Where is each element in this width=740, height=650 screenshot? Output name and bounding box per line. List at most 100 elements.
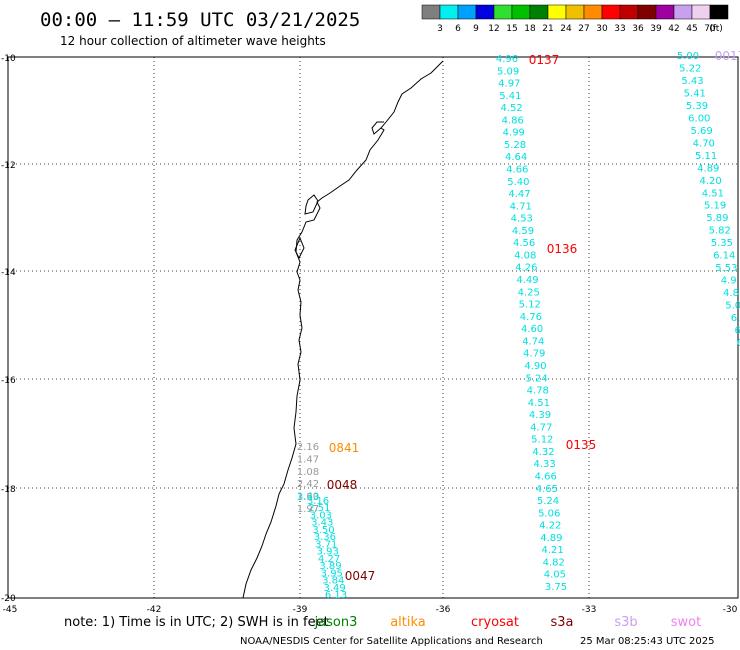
legend-label: 27	[578, 24, 589, 34]
wave-height-value: 3.84	[322, 576, 344, 587]
wave-height-value: 4.08	[514, 251, 536, 262]
legend-label: 33	[614, 24, 625, 34]
legend-swatch	[529, 4, 549, 20]
legend-swatch	[655, 4, 675, 20]
wave-height-value: 3.43	[311, 518, 333, 529]
legend-label: 36	[632, 24, 644, 34]
legend-label: 9	[473, 24, 479, 34]
legend-swatch	[673, 4, 693, 20]
legend-swatch	[511, 4, 531, 20]
wave-height-value: 4.05	[544, 570, 566, 581]
island-detail	[294, 194, 319, 260]
lon-label: -30	[723, 605, 738, 615]
legend-swatch	[691, 4, 711, 20]
wave-height-value: 5.41	[499, 91, 521, 102]
legend-label: 39	[650, 24, 662, 34]
wave-height-value: 5.39	[686, 101, 708, 112]
legend-swatch	[583, 4, 603, 20]
wave-height-value: 5.0	[725, 301, 740, 312]
wave-height-value: 4.82	[543, 557, 565, 568]
legend-swatch	[493, 4, 513, 20]
wave-height-value: 4.21	[541, 545, 563, 556]
wave-height-value: 5.43	[681, 76, 703, 87]
wave-height-value: 4.20	[699, 176, 721, 187]
legend-swatch	[619, 4, 639, 20]
wave-height-value: 5.53	[715, 263, 737, 274]
wave-height-value: 4.90	[524, 361, 546, 372]
lat-label: -18	[1, 485, 16, 495]
wave-height-value: 5.11	[695, 151, 717, 162]
wave-height-value: 4.96	[496, 54, 518, 65]
satellite-name: s3b	[614, 615, 637, 630]
legend-swatch	[547, 4, 567, 20]
wave-height-value: 3.75	[545, 582, 567, 593]
wave-height-value: 5.00	[677, 51, 699, 62]
wave-height-value: 5.82	[709, 226, 731, 237]
lon-label: -45	[3, 605, 18, 615]
wave-height-value: 6.00	[688, 113, 710, 124]
legend-label: 18	[524, 24, 536, 34]
wave-height-value: 4.99	[503, 128, 525, 139]
wave-height-value: 4.9	[721, 276, 737, 287]
wave-height-value: 4.97	[498, 79, 520, 90]
wave-height-value: 4.70	[693, 138, 715, 149]
map-subtitle: 12 hour collection of altimeter wave hei…	[60, 34, 326, 48]
wave-height-value: 5.69	[690, 126, 712, 137]
wave-height-value: 4.66	[535, 472, 557, 483]
wave-height-value: 4.22	[539, 521, 561, 532]
wave-height-value: 3.95	[321, 568, 343, 579]
legend-label: 42	[668, 24, 679, 34]
lon-label: -42	[147, 605, 162, 615]
lon-label: -33	[582, 605, 597, 615]
satellite-name: swot	[671, 615, 701, 630]
wave-height-value: 1.60	[297, 492, 319, 503]
wave-height-value: 5.24	[525, 373, 547, 384]
legend-label: 15	[506, 24, 517, 34]
wave-height-value: 3.03	[310, 511, 332, 522]
wave-height-value: 5.12	[531, 435, 553, 446]
wave-height-value: 4.89	[540, 533, 562, 544]
wave-height-value: 6.	[731, 313, 740, 324]
legend-label: 21	[542, 24, 553, 34]
legend-swatch	[457, 4, 477, 20]
legend-swatch	[637, 4, 657, 20]
lat-label: -20	[1, 594, 16, 604]
lat-label: -16	[1, 376, 16, 386]
lat-label: -10	[1, 54, 16, 64]
satellite-name: jason3	[314, 615, 358, 630]
legend-label: 30	[596, 24, 608, 34]
wave-height-value: 6.14	[713, 251, 735, 262]
lon-label: -36	[436, 605, 451, 615]
wave-height-value: 4.76	[520, 312, 542, 323]
pass-time-label: 0017	[715, 49, 740, 63]
wave-height-value: 3.49	[323, 583, 345, 594]
satellite-name: cryosat	[471, 615, 519, 630]
lon-label: -39	[293, 605, 308, 615]
lat-label: -14	[1, 268, 16, 278]
wave-height-value: 5.28	[504, 140, 526, 151]
wave-height-value: 4.77	[530, 422, 552, 433]
legend-swatch	[475, 4, 495, 20]
legend-unit: (ft)	[709, 24, 723, 34]
satellite-legend: jason3 altika cryosat s3a s3b swot	[314, 615, 702, 630]
wave-height-value: 4.39	[529, 410, 551, 421]
wave-height-value: 5.09	[497, 66, 519, 77]
wave-height-value: 5.41	[684, 88, 706, 99]
wave-height-value: 4.74	[522, 336, 544, 347]
wave-height-value: 3.36	[314, 532, 336, 543]
wave-height-value: 5.40	[507, 177, 529, 188]
wave-height-value: 4.89	[697, 163, 719, 174]
wave-height-value: 4.66	[506, 165, 528, 176]
legend-label: 3	[437, 24, 443, 34]
wave-height-value: 5.35	[711, 238, 733, 249]
wave-height-value: 4.71	[510, 201, 532, 212]
wave-height-value: 4.8	[723, 288, 739, 299]
wave-height-value: 4.53	[511, 214, 533, 225]
footer-timestamp: 25 Mar 08:25:43 UTC 2025	[580, 636, 715, 647]
wave-height-value: 4.47	[508, 189, 530, 200]
wave-height-value: 4.32	[532, 447, 554, 458]
wave-height-value: 4.49	[516, 275, 538, 286]
footer-credit: NOAA/NESDIS Center for Satellite Applica…	[240, 636, 543, 647]
wave-height-value: 5.24	[537, 496, 559, 507]
